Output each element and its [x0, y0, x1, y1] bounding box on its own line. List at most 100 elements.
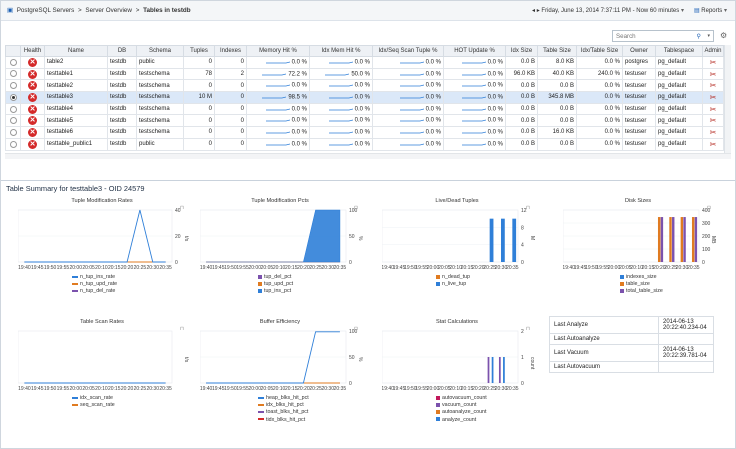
column-header[interactable]: Idx Mem Hit % — [309, 45, 373, 57]
row-select-cell[interactable] — [5, 91, 21, 104]
critical-alarm-icon[interactable]: ✕ — [28, 116, 37, 126]
bar-vacuum_count[interactable] — [498, 357, 501, 383]
bar-n_live_tup[interactable] — [489, 218, 494, 262]
row-radio[interactable] — [9, 93, 17, 101]
row-radio[interactable] — [9, 70, 17, 78]
pin-icon[interactable]: ⊓ — [526, 326, 530, 332]
column-header[interactable]: Admin — [702, 45, 724, 57]
column-header[interactable]: Tablespace — [655, 45, 703, 57]
legend-item[interactable]: tup_ins_pct — [258, 288, 293, 295]
column-header[interactable]: Idx Size — [505, 45, 538, 57]
row-radio[interactable] — [9, 105, 17, 113]
bar-table_size[interactable] — [691, 217, 695, 262]
legend-item[interactable]: analyze_count — [436, 417, 487, 424]
bar-n_live_tup[interactable] — [501, 218, 505, 262]
critical-alarm-icon[interactable]: ✕ — [28, 81, 37, 91]
bar-table_size[interactable] — [680, 217, 684, 262]
row-radio[interactable] — [9, 82, 17, 90]
table-row[interactable]: ✕ testtable1 testdb testschema 78 2 72.2 % 50.0… — [5, 67, 724, 81]
row-select-cell[interactable] — [5, 114, 21, 128]
legend-item[interactable]: idx_scan_rate — [72, 395, 115, 402]
area-tup_ins_pct[interactable] — [206, 209, 341, 263]
time-range-selector[interactable]: ◂ ▸ Friday, June 13, 2014 7:37:11 PM - N… — [532, 7, 684, 14]
row-select-cell[interactable] — [5, 67, 21, 81]
row-radio[interactable] — [9, 117, 17, 125]
column-header[interactable] — [5, 45, 21, 57]
chevron-down-icon[interactable]: ▾ — [707, 33, 710, 39]
legend-item[interactable]: total_table_size — [620, 288, 663, 295]
row-select-cell[interactable] — [5, 56, 21, 69]
row-radio[interactable] — [9, 140, 17, 148]
legend-item[interactable]: autovacuum_count — [436, 395, 487, 402]
critical-alarm-icon[interactable]: ✕ — [28, 57, 37, 67]
table-row[interactable]: ✕ testtable5 testdb testschema 0 0 0.0 % 0.0 % 0… — [5, 114, 724, 128]
table-row[interactable]: ✕ testtable_public1 testdb public 0 0 0.0 % 0.0… — [5, 137, 724, 151]
table-row[interactable]: ✕ testtable2 testdb testschema 0 0 0.0 % 0.0 % 0… — [5, 79, 724, 93]
legend-item[interactable]: idx_blks_hit_pct — [258, 402, 309, 409]
admin-tools-icon[interactable]: ✂ — [709, 69, 717, 79]
critical-alarm-icon[interactable]: ✕ — [28, 92, 37, 102]
bar-n_live_tup[interactable] — [512, 218, 517, 262]
pin-icon[interactable]: ⊓ — [354, 326, 358, 332]
admin-tools-icon[interactable]: ✂ — [709, 57, 717, 67]
legend-item[interactable]: table_size — [620, 281, 663, 288]
bar-total_table_size[interactable] — [683, 217, 686, 262]
bar-total_table_size[interactable] — [660, 217, 664, 262]
admin-tools-icon[interactable]: ✂ — [709, 81, 717, 91]
critical-alarm-icon[interactable]: ✕ — [28, 104, 37, 114]
column-header[interactable]: Memory Hit % — [246, 45, 310, 57]
pin-icon[interactable]: ⊓ — [180, 205, 184, 211]
search-icon[interactable]: ⚲ — [696, 33, 701, 40]
critical-alarm-icon[interactable]: ✕ — [28, 127, 37, 137]
column-header[interactable]: HOT Update % — [443, 45, 506, 57]
line-n_tup_ins_rate[interactable] — [24, 209, 166, 263]
admin-tools-icon[interactable]: ✂ — [709, 104, 717, 114]
table-row[interactable]: ✕ testtable4 testdb testschema 0 0 0.0 % 0.0 % 0… — [5, 102, 724, 116]
table-row[interactable]: ✕ testtable6 testdb testschema 0 0 0.0 % 0.0 % 0… — [5, 126, 724, 139]
line-heap_blks_hit_pct[interactable] — [206, 331, 340, 384]
column-header[interactable]: Schema — [136, 45, 184, 57]
admin-tools-icon[interactable]: ✂ — [709, 127, 717, 137]
gear-icon[interactable]: ⚙ — [720, 31, 728, 40]
legend-item[interactable]: seq_scan_rate — [72, 402, 115, 409]
legend-item[interactable]: tup_upd_pct — [258, 281, 293, 288]
legend-item[interactable]: heap_blks_hit_pct — [258, 395, 309, 402]
row-select-cell[interactable] — [5, 126, 21, 139]
legend-item[interactable]: n_tup_ins_rate — [72, 274, 117, 281]
column-header[interactable]: Health — [20, 45, 45, 57]
pin-icon[interactable]: ⊓ — [707, 205, 711, 211]
column-header[interactable]: Tuples — [183, 45, 215, 57]
column-header[interactable]: Idx/Seq Scan Tuple % — [372, 45, 444, 57]
pin-icon[interactable]: ⊓ — [526, 205, 530, 211]
bar-vacuum_count[interactable] — [487, 357, 490, 383]
admin-tools-icon[interactable]: ✂ — [709, 116, 717, 126]
pin-icon[interactable]: ⊓ — [180, 326, 184, 332]
horizontal-scrollbar[interactable] — [5, 153, 731, 159]
row-radio[interactable] — [9, 58, 17, 66]
row-select-cell[interactable] — [5, 102, 21, 116]
column-header[interactable]: Idx/Table Size — [576, 45, 623, 57]
bar-table_size[interactable] — [657, 217, 661, 262]
column-header[interactable]: Table Size — [537, 45, 577, 57]
admin-tools-icon[interactable]: ✂ — [709, 139, 717, 149]
legend-item[interactable]: n_tup_upd_rate — [72, 281, 117, 288]
pin-icon[interactable]: ⊓ — [354, 205, 358, 211]
critical-alarm-icon[interactable]: ✕ — [28, 139, 37, 149]
bar-analyze_count[interactable] — [503, 357, 505, 383]
search-input[interactable]: Search ⚲ ▾ — [612, 30, 714, 42]
admin-tools-icon[interactable]: ✂ — [709, 92, 717, 102]
column-header[interactable]: Indexes — [214, 45, 247, 57]
legend-item[interactable]: n_dead_tup — [436, 274, 470, 281]
row-select-cell[interactable] — [5, 137, 21, 151]
reports-menu[interactable]: ▤ Reports ▾ — [694, 7, 727, 14]
legend-item[interactable]: tidx_blks_hit_pct — [258, 417, 309, 424]
column-header[interactable]: Name — [44, 45, 108, 57]
legend-item[interactable]: n_live_tup — [436, 281, 470, 288]
table-row[interactable]: ✕ testtable3 testdb testschema 10 M 0 98.5 % 0.… — [5, 91, 724, 104]
splitter[interactable] — [1, 180, 735, 181]
bar-analyze_count[interactable] — [491, 357, 494, 383]
breadcrumb-item-overview[interactable]: Server Overview — [85, 7, 132, 14]
legend-item[interactable]: toast_blks_hit_pct — [258, 409, 309, 416]
critical-alarm-icon[interactable]: ✕ — [28, 69, 37, 79]
row-select-cell[interactable] — [5, 79, 21, 93]
